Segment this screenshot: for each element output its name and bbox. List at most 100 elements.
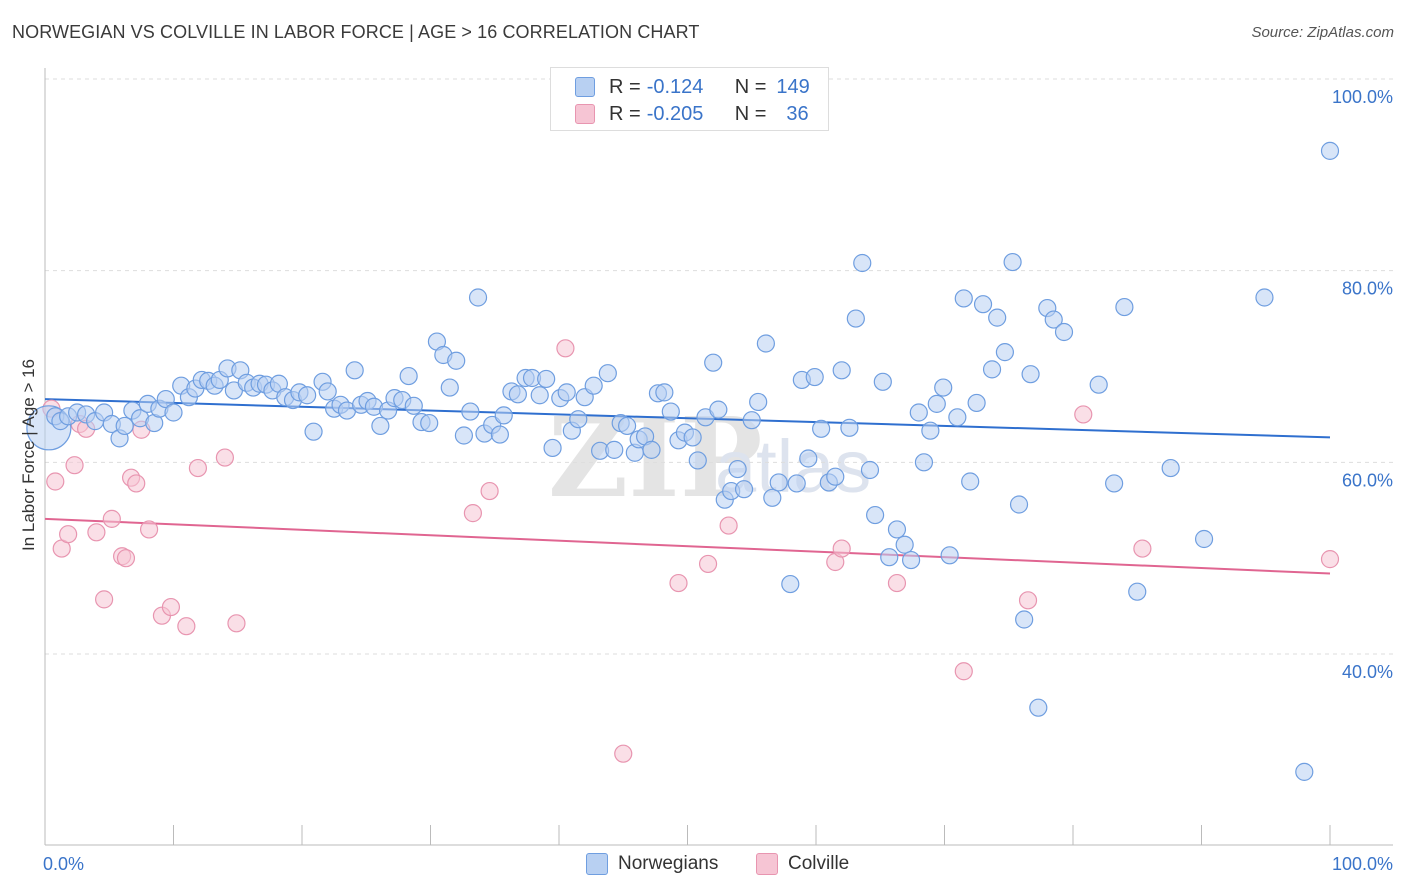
y-tick-label: 60.0%	[1342, 470, 1393, 490]
norwegians-point	[468, 288, 488, 307]
norwegians-point	[1054, 322, 1074, 342]
norwegians-point	[318, 382, 337, 401]
colville-point	[177, 617, 196, 636]
norwegians-point	[982, 360, 1002, 379]
y-axis-title: In Labor Force | Age > 16	[19, 359, 38, 551]
norwegians-point	[683, 428, 702, 447]
norwegians-point	[605, 440, 624, 459]
legend-n-label: N =	[734, 102, 767, 125]
legend-r-value: -0.205	[646, 102, 704, 125]
colville-point	[87, 523, 106, 542]
colville-point	[188, 458, 208, 478]
legend-n-value: 36	[786, 102, 809, 125]
norwegians-points	[26, 141, 1340, 781]
norwegians-point	[530, 386, 549, 405]
norwegians-point	[973, 295, 993, 314]
colville-point	[161, 597, 181, 617]
norwegians-point	[508, 385, 527, 404]
legend-r-label: R =	[609, 102, 641, 125]
norwegians-point	[880, 548, 899, 567]
norwegians-point	[1320, 141, 1340, 160]
norwegians-point	[988, 308, 1007, 327]
norwegians-point	[1003, 252, 1022, 272]
norwegians-point	[543, 438, 562, 458]
norwegians-point	[494, 406, 513, 425]
norwegians-point	[461, 402, 480, 421]
colville-point	[669, 573, 688, 593]
norwegians-point	[769, 473, 788, 492]
norwegians-point	[709, 400, 728, 419]
colville-point	[887, 573, 907, 593]
norwegians-point	[927, 394, 946, 413]
trendline-norwegians	[44, 398, 1331, 439]
norwegians-point	[940, 546, 959, 565]
bottom-legend-norwegians: Norwegians	[586, 852, 718, 876]
norwegians-point	[164, 403, 183, 422]
colville-point	[139, 520, 159, 539]
chart-title: NORWEGIAN VS COLVILLE IN LABOR FORCE | A…	[12, 22, 700, 42]
norwegians-point	[1255, 288, 1274, 307]
norwegians-point	[618, 416, 637, 436]
colville-point	[127, 474, 146, 493]
norwegians-point	[661, 402, 680, 421]
norwegians-point	[901, 550, 921, 570]
norwegians-point	[860, 460, 880, 480]
colville-point	[1074, 405, 1093, 424]
norwegians-point	[805, 367, 824, 387]
norwegians-point	[1044, 310, 1063, 329]
norwegians-point	[734, 480, 754, 499]
trendlines	[44, 398, 1331, 575]
colville-point	[95, 590, 114, 609]
colville-point	[698, 554, 718, 574]
norwegians-point	[584, 376, 603, 395]
norwegians-legend-icon	[586, 853, 608, 875]
norwegians-point	[345, 361, 364, 380]
legend-r-value: -0.124	[646, 75, 704, 98]
colville-point	[480, 481, 499, 501]
norwegians-point	[853, 253, 872, 273]
norwegians-point	[537, 369, 556, 389]
norwegians-point	[909, 403, 928, 422]
colville-point	[102, 509, 121, 528]
norwegians-point	[420, 413, 439, 433]
colville-point	[59, 525, 78, 544]
norwegians-point	[961, 472, 980, 491]
norwegians-point	[1029, 698, 1048, 717]
norwegians-point	[846, 309, 865, 328]
norwegians-point	[756, 334, 775, 353]
norwegians-point	[787, 474, 806, 493]
colville-point	[556, 339, 575, 358]
norwegians-point	[454, 426, 474, 445]
norwegians-point	[1161, 458, 1180, 478]
norwegians-point	[1194, 529, 1214, 549]
bottom-legend-colville: Colville	[756, 852, 849, 876]
norwegians-point	[1009, 495, 1029, 514]
colville-legend-icon	[756, 853, 778, 875]
colville-point	[65, 456, 84, 475]
norwegians-point	[1115, 297, 1134, 317]
y-tick-labels: 40.0% 60.0% 80.0% 100.0%	[1332, 87, 1393, 682]
trendline-colville	[44, 517, 1331, 575]
norwegians-point	[490, 425, 509, 444]
norwegians-point	[948, 408, 967, 427]
norwegians-point	[832, 361, 851, 380]
norwegians-point	[1295, 762, 1314, 781]
norwegians-point	[1015, 610, 1034, 629]
norwegians-point	[921, 421, 940, 440]
norwegians-point	[704, 353, 723, 372]
norwegians-point	[826, 467, 845, 486]
y-tick-label: 100.0%	[1332, 87, 1393, 107]
norwegians-point	[399, 366, 418, 386]
colville-point	[116, 549, 136, 568]
norwegians-point	[1128, 582, 1147, 601]
colville-point	[1018, 591, 1038, 610]
norwegians-point	[304, 422, 323, 441]
norwegians-point	[840, 418, 859, 437]
colville-point	[215, 448, 234, 467]
norwegians-point	[873, 372, 892, 391]
norwegians-point	[995, 343, 1014, 362]
norwegians-point	[298, 386, 317, 405]
legend-n-value: 149	[776, 75, 810, 98]
norwegians-point	[1021, 365, 1040, 384]
norwegians-point	[763, 488, 782, 507]
